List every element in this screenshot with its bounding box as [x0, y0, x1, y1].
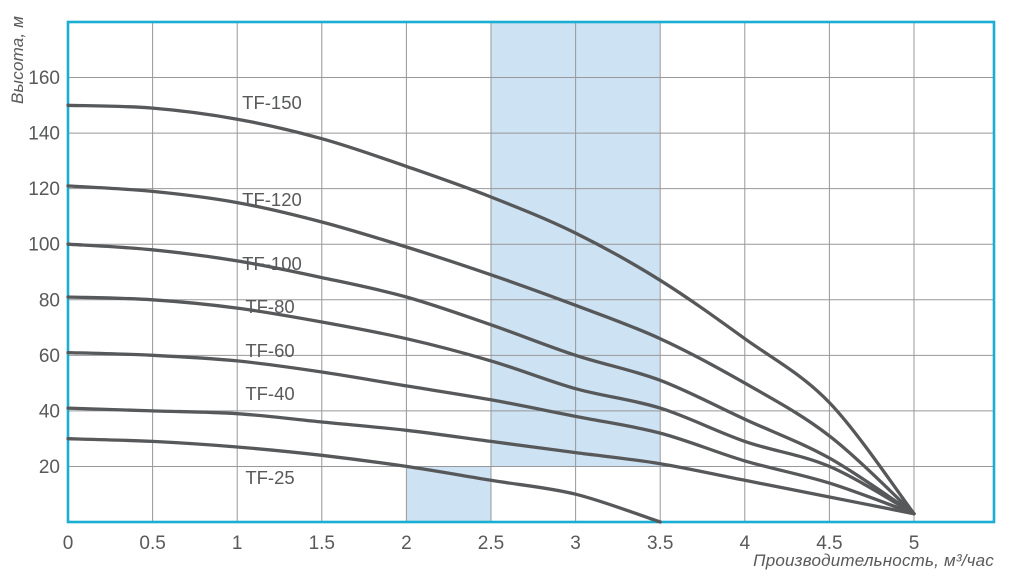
y-tick-label-80: 80 — [39, 290, 60, 311]
curve-tf-150 — [66, 103, 916, 516]
x-tick-label-0: 0 — [63, 533, 74, 554]
curve-tf-25 — [66, 437, 662, 524]
y-tick-label-140: 140 — [28, 124, 60, 145]
x-axis-title: Производительность, м³/час — [753, 551, 994, 570]
y-tick-label-100: 100 — [28, 235, 60, 256]
curve-label-tf-25: TF-25 — [245, 467, 294, 488]
x-tick-label-1.5: 1.5 — [309, 533, 335, 554]
x-tick-label-3: 3 — [570, 533, 581, 554]
x-tick-label-4.5: 4.5 — [816, 533, 842, 554]
highlight-region — [406, 466, 491, 522]
curve-label-tf-120: TF-120 — [242, 189, 302, 210]
x-tick-label-0.5: 0.5 — [139, 533, 165, 554]
curve-label-tf-60: TF-60 — [245, 340, 294, 361]
curve-tf-60 — [66, 350, 916, 516]
y-tick-label-40: 40 — [39, 401, 60, 422]
y-tick-label-120: 120 — [28, 179, 60, 200]
curve-tf-80 — [66, 295, 916, 516]
x-tick-label-2: 2 — [401, 533, 412, 554]
x-tick-label-2.5: 2.5 — [478, 533, 504, 554]
curve-label-tf-150: TF-150 — [242, 92, 302, 113]
x-tick-label-3.5: 3.5 — [647, 533, 673, 554]
curve-label-tf-80: TF-80 — [245, 296, 294, 317]
y-tick-label-60: 60 — [39, 346, 60, 367]
curve-label-tf-40: TF-40 — [245, 383, 294, 404]
y-tick-label-20: 20 — [39, 457, 60, 478]
plot-border — [66, 20, 996, 524]
x-tick-label-5: 5 — [909, 533, 920, 554]
curve-label-tf-100: TF-100 — [242, 253, 302, 274]
y-tick-label-160: 160 — [28, 68, 60, 89]
y-axis-title: Высота, м — [8, 15, 27, 104]
curve-tf-40 — [66, 406, 916, 516]
x-tick-label-4: 4 — [740, 533, 751, 554]
curve-tf-120 — [66, 184, 916, 516]
x-tick-label-1: 1 — [232, 533, 243, 554]
curve-tf-100 — [66, 242, 916, 516]
